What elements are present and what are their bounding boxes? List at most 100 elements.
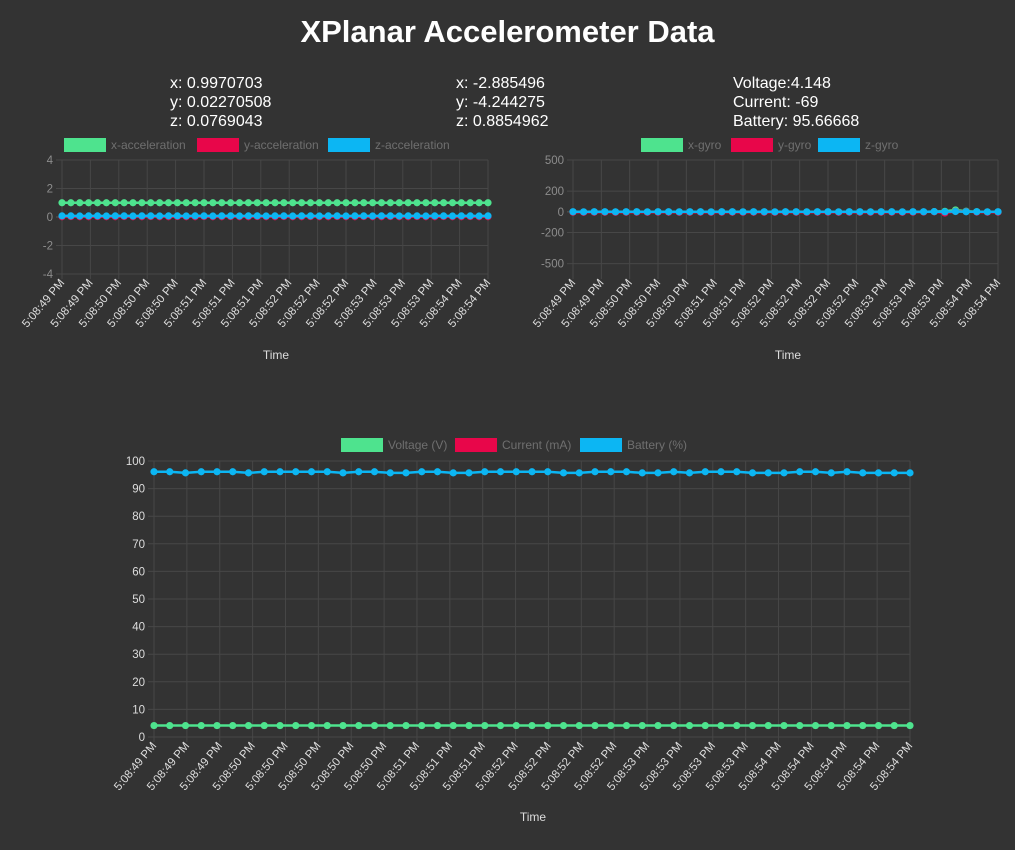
y-tick-label: 0 [558, 207, 564, 219]
data-point [874, 469, 883, 477]
data-point [150, 721, 158, 730]
data-point [780, 469, 788, 477]
data-point [559, 721, 568, 730]
legend-swatch [341, 438, 383, 452]
data-point [271, 199, 279, 207]
legend-label: x-acceleration [111, 138, 186, 152]
data-point [173, 212, 181, 220]
gyro-z-value: z: 0.8854962 [456, 113, 549, 130]
data-point [670, 721, 678, 730]
data-point [654, 721, 662, 730]
data-point [229, 721, 237, 730]
data-point [591, 721, 599, 730]
gyro-y-value: y: -4.244275 [456, 94, 545, 111]
data-point [386, 469, 394, 477]
data-point [138, 199, 146, 207]
data-point [306, 212, 315, 220]
data-point [76, 212, 84, 220]
data-point [827, 469, 835, 477]
data-point [906, 469, 914, 477]
data-point [418, 721, 426, 730]
legend-swatch [641, 138, 683, 152]
data-point [355, 721, 363, 730]
data-point [200, 199, 208, 207]
data-point [67, 199, 75, 207]
data-point [111, 199, 119, 207]
data-point [166, 721, 174, 730]
y-tick-label: 100 [126, 456, 145, 468]
accel-x-value: x: 0.9970703 [170, 75, 263, 92]
data-point [665, 208, 673, 216]
data-point [93, 199, 102, 207]
data-point [120, 199, 128, 207]
data-point [951, 207, 960, 216]
current-value: Current: -69 [733, 94, 819, 111]
data-point [369, 212, 377, 220]
data-point [306, 199, 315, 207]
data-point [575, 721, 583, 730]
data-point [253, 199, 261, 207]
data-point [764, 721, 772, 730]
y-tick-label: 80 [132, 511, 145, 523]
data-point [733, 721, 741, 730]
data-point [717, 468, 725, 476]
data-point [93, 212, 102, 220]
data-point [292, 468, 300, 476]
data-point [465, 721, 473, 730]
data-point [685, 721, 694, 730]
data-point [395, 212, 403, 220]
y-tick-label: 70 [132, 539, 145, 551]
data-point [111, 212, 119, 220]
data-point [181, 721, 190, 730]
data-point [292, 721, 300, 730]
y-tick-label: -200 [541, 228, 564, 240]
data-point [280, 199, 288, 207]
y-tick-label: 0 [47, 212, 53, 224]
x-axis-title: Time [520, 810, 547, 824]
data-point [909, 208, 917, 216]
y-tick-label: 4 [47, 155, 54, 167]
data-point [675, 208, 683, 216]
data-point [182, 199, 190, 207]
data-point [962, 208, 970, 216]
data-point [994, 208, 1002, 216]
data-point [227, 199, 235, 207]
data-point [496, 468, 505, 476]
data-point [559, 469, 568, 477]
data-point [866, 208, 875, 216]
data-point [591, 468, 599, 476]
legend-swatch [197, 138, 239, 152]
power-readout: Voltage:4.148 Current: -69 Battery: 95.6… [733, 74, 859, 131]
data-point [780, 721, 788, 730]
legend-label: x-gyro [688, 138, 722, 152]
data-point [431, 199, 439, 207]
battery-value: Battery: 95.66668 [733, 113, 860, 130]
data-point [244, 469, 253, 477]
data-point [824, 208, 832, 216]
data-point [449, 469, 457, 477]
data-point [395, 199, 403, 207]
y-tick-label: 10 [132, 704, 145, 716]
data-point [845, 208, 853, 216]
accel-y-value: y: 0.02270508 [170, 94, 272, 111]
data-point [276, 721, 284, 730]
data-point [262, 212, 270, 220]
data-point [307, 721, 316, 730]
data-point [475, 212, 483, 220]
data-point [213, 721, 221, 730]
data-point [262, 199, 270, 207]
data-point [856, 208, 864, 216]
data-point [323, 468, 331, 476]
data-point [888, 208, 896, 216]
data-point [276, 468, 284, 476]
data-point [686, 208, 694, 216]
y-tick-label: 2 [47, 184, 53, 196]
data-point [466, 212, 474, 220]
data-point [813, 208, 821, 216]
y-tick-label: 50 [132, 594, 145, 606]
data-point [941, 208, 949, 216]
data-point [85, 199, 93, 207]
data-point [260, 468, 268, 476]
x-axis-title: Time [775, 348, 802, 362]
